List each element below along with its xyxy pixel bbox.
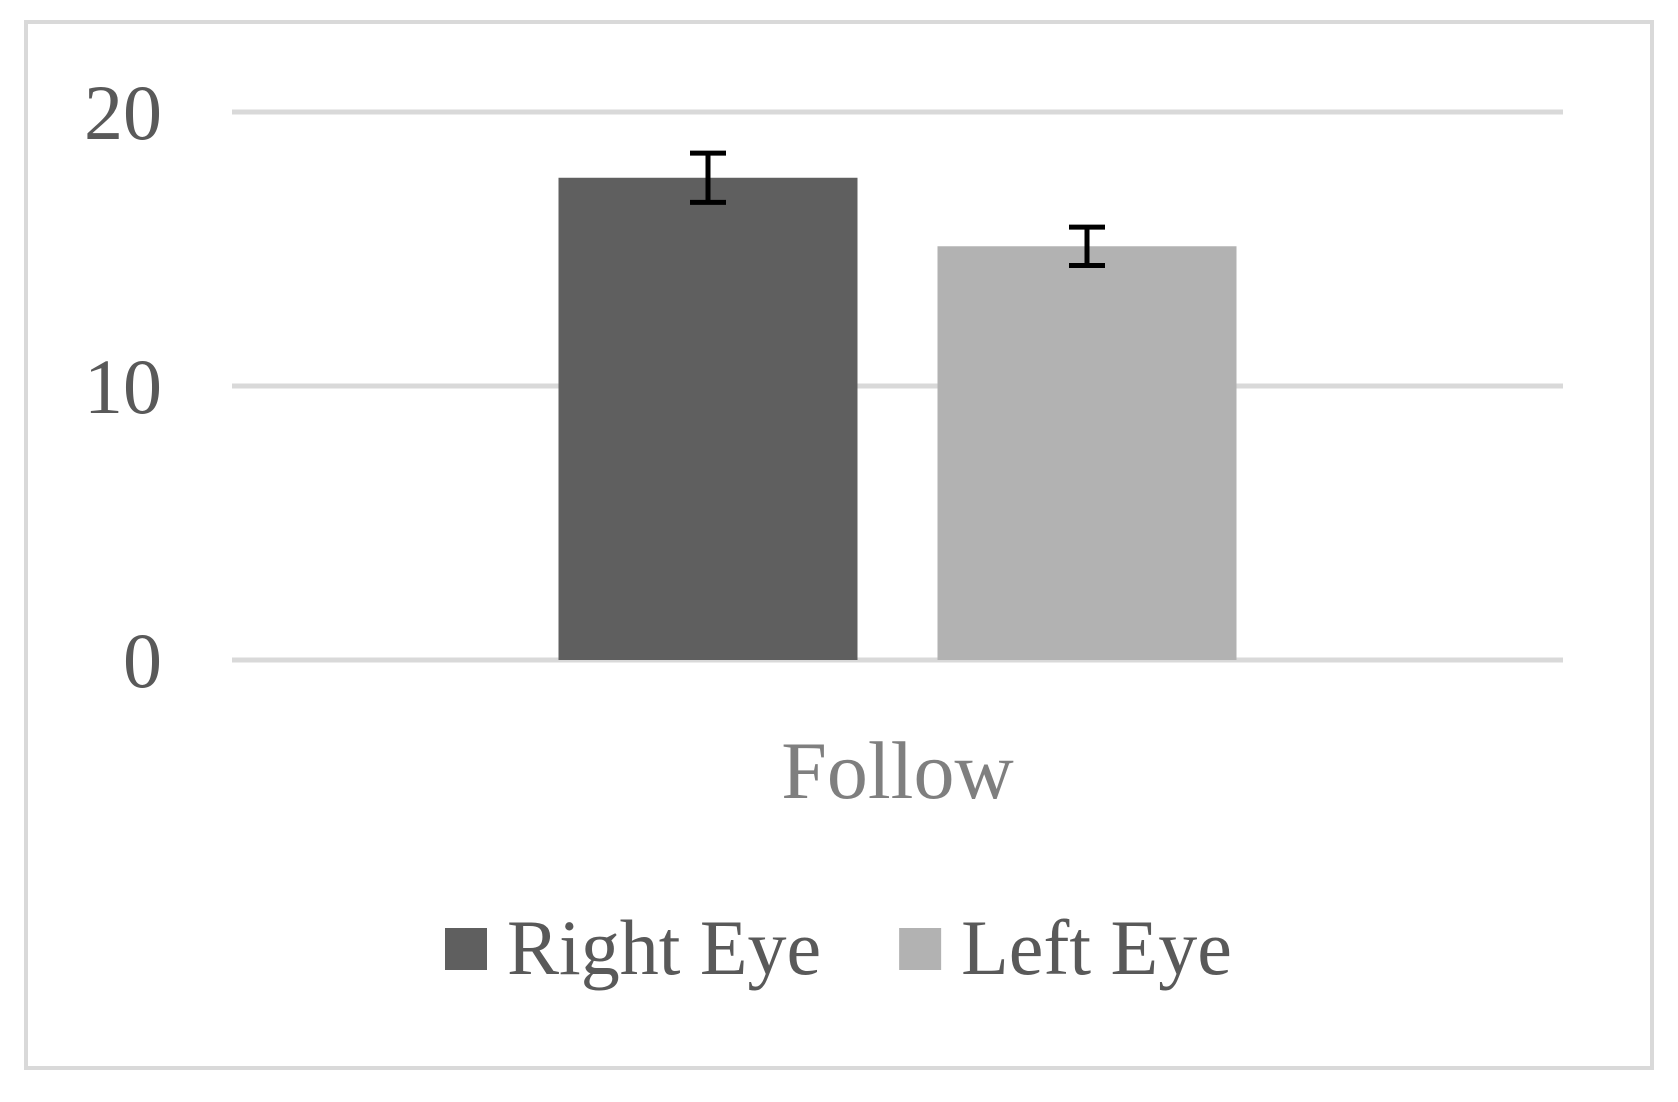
legend-swatch-left-eye	[899, 928, 942, 970]
bar-left-eye	[937, 246, 1237, 660]
x-axis-categories: Follow	[781, 725, 1013, 816]
legend-label-left-eye: Left Eye	[961, 904, 1232, 991]
y-axis-ticks: 0 10 20	[84, 69, 162, 704]
y-tick-label-20: 20	[84, 69, 162, 156]
legend-label-right-eye: Right Eye	[507, 904, 821, 991]
x-category-label: Follow	[781, 725, 1013, 816]
bar-right-eye	[558, 177, 858, 660]
gridlines	[232, 109, 1563, 663]
y-tick-label-0: 0	[123, 617, 162, 704]
legend: Right Eye Left Eye	[445, 904, 1232, 991]
bars	[558, 177, 1237, 660]
legend-swatch-right-eye	[445, 928, 487, 970]
error-bars	[690, 150, 1105, 268]
y-tick-label-10: 10	[84, 343, 162, 430]
